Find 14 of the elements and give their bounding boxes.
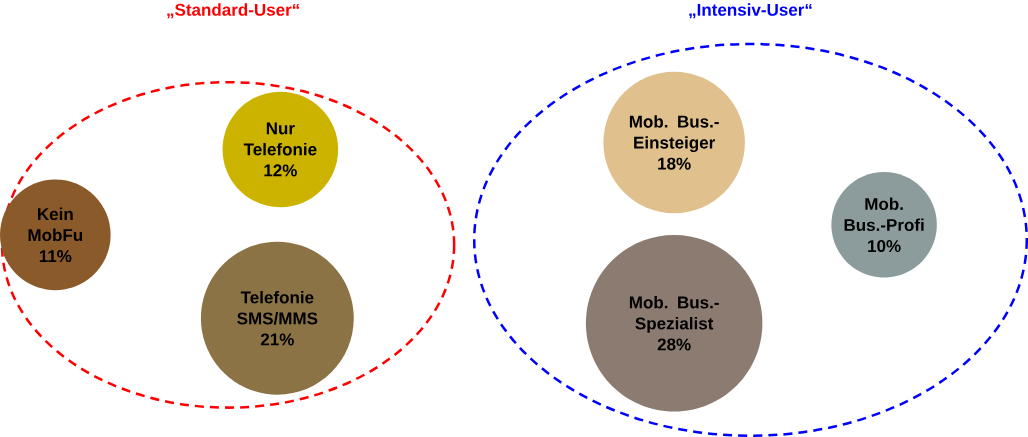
category-label: Mob. Bus.-Spezialist xyxy=(629,295,719,333)
text: „Intensiv-User“ xyxy=(689,3,812,19)
category-label: Telefonie SMS/MMS xyxy=(237,290,318,325)
category-label: Nur Telefonie xyxy=(243,122,317,156)
category-label: Mob. Bus.-Einsteiger xyxy=(629,115,719,153)
data-label: 21% xyxy=(260,333,294,346)
text: „Standard-User“ xyxy=(167,3,299,19)
data-label: 28% xyxy=(657,338,691,351)
category-label: Mob. Bus.-Profi xyxy=(844,197,924,232)
data-label: 18% xyxy=(658,157,691,170)
data-label: 10% xyxy=(868,240,901,253)
category-label: Kein MobFu xyxy=(28,207,83,242)
data-label: 12% xyxy=(264,164,297,177)
data-label: 11% xyxy=(39,250,72,263)
